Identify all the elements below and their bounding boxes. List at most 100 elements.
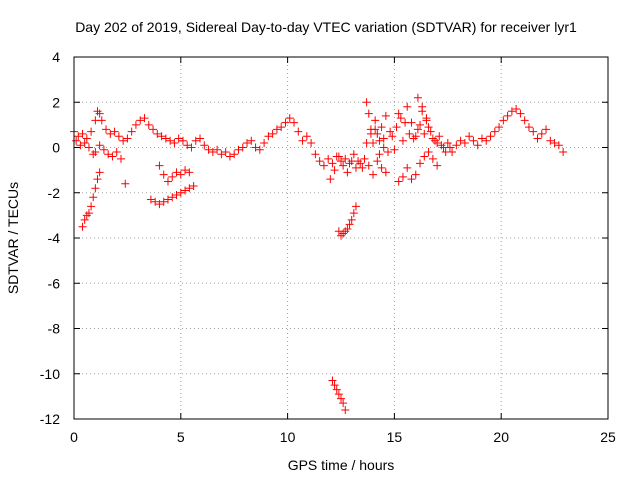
data-point [255,145,264,154]
data-point [337,231,345,240]
data-point [394,177,403,186]
data-point [422,114,431,123]
data-point [200,141,209,150]
data-point [379,134,388,143]
data-point [364,161,373,170]
data-point [119,136,128,145]
data-point [294,127,303,136]
data-point [388,132,397,141]
data-point [114,132,123,141]
data-point [302,132,311,141]
y-tick-label: -8 [48,321,61,337]
data-point [339,399,348,408]
data-point [84,209,93,218]
data-point [290,118,299,127]
data-point [375,136,384,145]
data-point [230,150,239,159]
data-point [465,132,474,141]
data-point [191,136,200,145]
x-tick-label: 5 [177,429,185,445]
data-point [196,134,205,143]
data-point [392,123,401,132]
data-point [268,129,277,138]
data-point [91,184,100,193]
data-point [546,136,555,145]
data-point [341,227,350,236]
data-point [163,177,172,186]
data-point [95,141,104,150]
data-point [106,129,115,138]
data-point [74,132,83,141]
data-point [163,195,172,204]
data-point [343,224,352,233]
data-point [507,107,516,116]
data-point [345,220,354,229]
data-point [172,191,181,200]
data-point [529,127,538,136]
data-point [315,157,324,166]
data-point [433,161,442,170]
data-point [159,170,168,179]
data-point [185,168,194,177]
data-point [78,129,87,138]
data-point [151,197,160,206]
data-point [473,141,482,150]
y-tick-label: -2 [48,185,61,201]
data-point [420,129,429,138]
data-point [168,193,177,202]
y-tick-label: -12 [40,411,60,427]
data-point [84,143,93,152]
data-point [349,209,358,218]
data-point [82,134,91,143]
data-point [127,127,136,136]
data-point [533,134,542,143]
x-tick-label: 25 [600,429,616,445]
data-point [251,143,260,152]
data-point [121,179,130,188]
data-point [155,161,164,170]
data-point [189,181,198,190]
data-point [337,394,345,403]
data-point [375,150,384,159]
data-point [426,127,435,136]
data-point [234,145,243,154]
data-point [78,222,87,231]
data-point [403,163,412,172]
data-point [185,184,194,193]
data-point [524,123,533,132]
data-point [345,159,354,168]
data-point [339,161,348,170]
data-point [495,123,504,132]
y-tick-label: -6 [48,275,61,291]
data-point [176,188,185,197]
data-point [80,138,89,147]
data-point [396,114,405,123]
data-point [381,168,390,177]
data-point [146,195,155,204]
data-point [349,150,358,159]
data-point [95,168,104,177]
x-tick-labels: 0 5 10 15 20 25 [70,429,616,445]
data-point [456,136,465,145]
data-point [174,134,183,143]
series-sdtvar [70,93,568,414]
data-point [418,102,427,111]
data-point [437,141,446,150]
data-point [356,159,365,168]
data-point [87,202,96,211]
data-point [161,134,170,143]
data-point [93,175,102,184]
data-point [155,200,164,209]
data-point [110,127,119,136]
data-point [181,166,190,175]
data-point [89,193,98,202]
data-point [341,154,350,163]
data-point [93,107,102,116]
y-tick-label: 0 [52,140,60,156]
chart-title: Day 202 of 2019, Sidereal Day-to-day VTE… [75,19,577,35]
data-point [172,168,181,177]
data-point [272,125,281,134]
data-point [204,145,213,154]
data-point [285,114,294,123]
data-point [243,138,252,147]
